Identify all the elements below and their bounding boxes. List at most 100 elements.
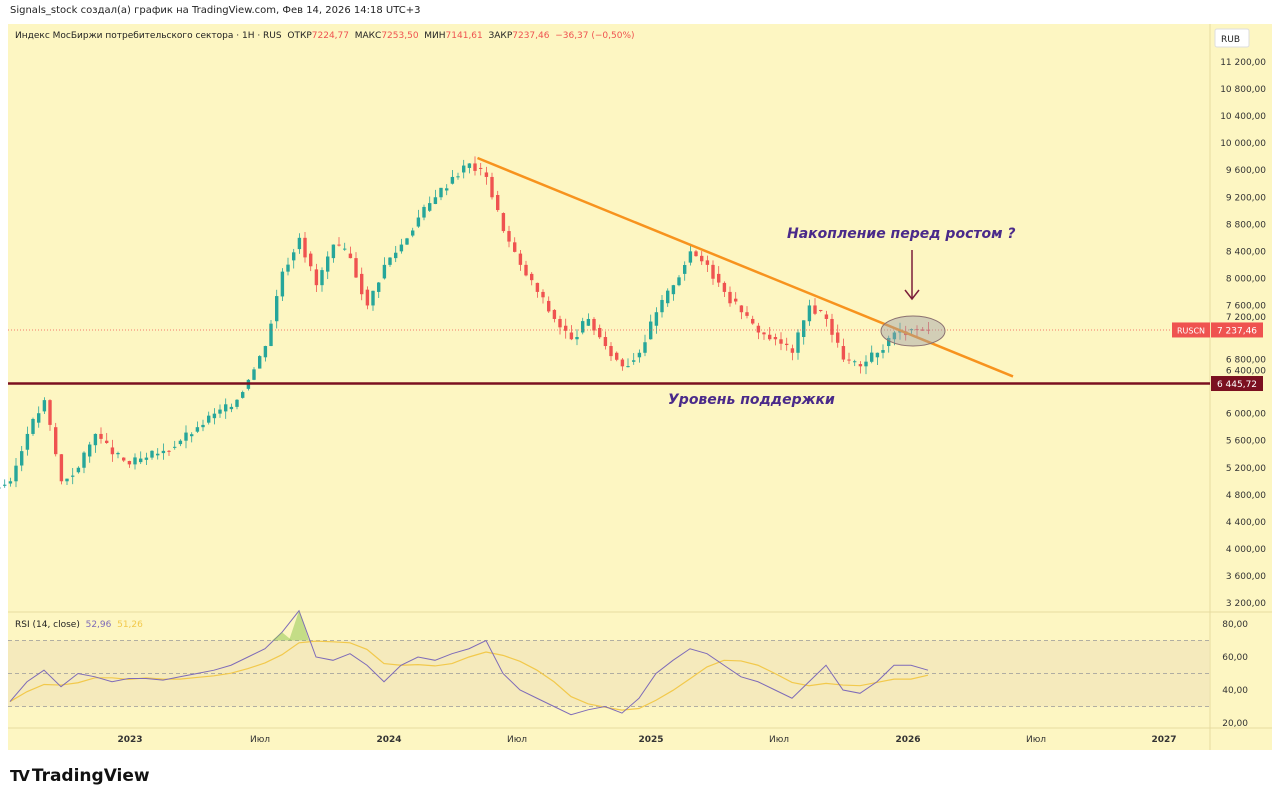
chart-area[interactable] [8,24,1272,750]
candle [807,305,812,322]
candle [513,242,517,252]
candle [0,487,1,489]
candle [394,252,398,259]
rsi-overbought-fill [272,632,292,641]
rsi-tick-label: 40,00 [1222,686,1248,696]
tradingview-logo[interactable]: 𝗧𝗩 TradingView [10,766,150,786]
time-tick-label: Июл [769,735,789,745]
candle [728,291,732,304]
candle [286,264,290,272]
candle [802,320,806,338]
rsi-label: RSI (14, close) [15,620,80,630]
price-tick-label: 6 000,00 [1226,410,1266,420]
candle [201,424,205,428]
support-annotation: Уровень поддержки [668,392,835,408]
candle [535,282,540,292]
price-tick-label: 8 400,00 [1226,247,1266,257]
price-tick-label: 3 200,00 [1226,599,1266,609]
candle [530,273,534,281]
rsi-value: 52,96 [85,620,112,630]
support-price-tag [1211,376,1263,392]
time-tick-label: 2027 [1151,735,1176,745]
candle [751,318,755,324]
last-price-label: 7 237,46 [1217,326,1257,336]
candle [377,282,381,292]
candle [479,167,483,169]
candle [258,356,262,369]
tradingview-logo-icon: 𝗧𝗩 [10,767,30,785]
candle [127,460,132,465]
candle [626,366,630,368]
candle [195,427,200,432]
candle [790,348,795,353]
candle [558,318,562,328]
candle [739,305,744,313]
candle [337,244,341,246]
candle [649,321,653,340]
candle [360,273,364,295]
candle [445,188,449,191]
candle [683,265,687,274]
change-value: −36,37 (−0,50%) [555,31,635,41]
candle [785,343,789,346]
candle [422,206,426,218]
candle [224,404,228,412]
candle [836,332,840,343]
price-tick-label: 3 600,00 [1226,572,1266,582]
price-tick-label: 9 600,00 [1226,166,1266,176]
candle [31,418,35,434]
chart-credit: Signals_stock создал(а) график на Tradin… [10,5,421,16]
candle [518,253,523,265]
candle [847,359,851,361]
currency-button[interactable] [1214,28,1250,48]
candle [241,392,245,398]
candle [93,433,98,446]
candle [700,255,704,262]
candle [501,213,506,232]
candle [207,415,211,423]
candle [292,252,296,261]
resistance-trendline [477,156,1014,378]
candle [144,457,149,460]
candle [88,444,92,457]
candle [603,337,608,347]
candle [779,339,783,344]
candle [388,257,392,265]
candle [348,253,353,259]
candle [853,361,857,363]
candle [229,406,234,410]
rsi-band [8,640,1210,707]
symbol-title: Индекс МосБиржи потребительского сектора… [15,31,282,41]
candle [609,346,613,357]
candle [870,352,874,362]
candle [796,332,800,353]
candle [490,176,494,198]
candle [654,312,659,326]
candle [745,312,749,316]
candle [507,231,511,242]
rsi-tick-label: 60,00 [1222,653,1248,663]
price-tick-label: 4 000,00 [1226,545,1266,555]
candle [496,194,500,211]
candle [269,323,273,347]
candle [734,298,738,302]
price-tick-label: 7 200,00 [1226,313,1266,323]
rsi-tick-label: 80,00 [1222,620,1248,630]
candle [122,457,126,461]
price-tick-label: 11 200,00 [1220,58,1266,68]
candle [575,336,579,340]
candle [581,321,585,333]
price-tick-label: 8 000,00 [1226,274,1266,284]
candle [275,296,279,322]
candle [467,163,472,168]
candle [411,230,415,236]
candle [110,447,115,455]
candle [756,325,761,333]
candle [8,481,13,484]
candle [354,258,358,278]
candle [365,289,370,306]
candle [399,244,404,252]
candle [643,342,647,353]
rsi-ma-line [9,640,929,711]
